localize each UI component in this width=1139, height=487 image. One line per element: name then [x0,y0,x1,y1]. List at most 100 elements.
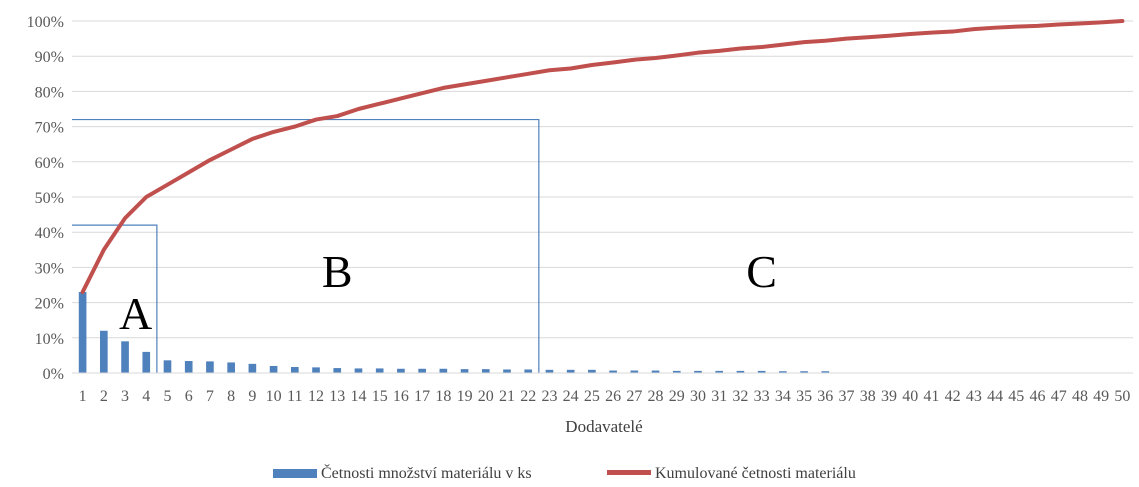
bar-24 [566,369,575,373]
x-tick-label: 14 [350,388,366,405]
x-tick-label: 13 [329,388,345,405]
cumulative-line [80,19,1125,295]
bar-9 [248,363,257,373]
x-tick-label: 27 [626,388,642,405]
x-tick-label: 29 [669,388,685,405]
x-tick-label: 26 [605,388,621,405]
x-tick-label: 22 [520,388,536,405]
y-tick-label: 30% [35,260,64,277]
x-tick-label: 39 [881,388,897,405]
x-tick-label: 34 [775,388,791,405]
bar-29 [672,370,681,373]
x-tick-label: 28 [648,388,664,405]
bar-7 [206,361,214,373]
bar-3 [121,341,129,373]
x-tick-label: 7 [206,388,214,405]
x-tick-label: 8 [227,388,235,405]
y-tick-label: 70% [35,120,64,137]
x-tick-label: 38 [860,388,876,405]
bar-21 [503,369,511,373]
y-tick-label: 90% [35,49,64,66]
bar-19 [460,369,469,373]
bar-5 [163,360,172,373]
region-label-a: A [119,288,152,339]
bar-17 [418,368,426,373]
bar-12 [312,367,320,373]
abc-boundaries [72,118,540,373]
y-tick-label: 10% [35,331,64,348]
legend-swatch-line [607,470,651,475]
y-tick-label: 0% [43,366,64,383]
x-tick-label: 49 [1093,388,1109,405]
bar-22 [524,369,533,373]
x-tick-label: 11 [287,388,302,405]
bar-27 [630,370,639,373]
boundary-1 [72,224,158,373]
bar-10 [269,365,278,373]
cumulative-line-series [80,19,1125,295]
bar-2 [100,330,108,373]
x-tick-label: 32 [732,388,748,405]
x-tick-label: 47 [1051,388,1067,405]
y-tick-label: 50% [35,190,64,207]
x-tick-label: 46 [1030,388,1046,405]
x-tick-label: 23 [541,388,557,405]
y-tick-label: 60% [35,155,64,172]
x-tick-label: 41 [923,388,939,405]
bar-1 [78,292,87,373]
bar-23 [545,369,554,373]
x-tick-label: 24 [563,388,579,405]
x-tick-label: 10 [266,388,282,405]
x-tick-label: 12 [308,388,324,405]
region-label-c: C [746,246,777,297]
legend: Četnosti množství materiálu v ks Kumulov… [273,463,856,482]
x-tick-label: 15 [372,388,388,405]
x-tick-label: 5 [163,388,171,405]
x-tick-label: 21 [499,388,515,405]
x-tick-label: 30 [690,388,706,405]
bar-6 [184,361,193,373]
bar-18 [439,368,448,373]
bar-11 [290,367,299,373]
x-tick-label: 45 [1008,388,1024,405]
bar-35 [800,371,808,373]
bar-36 [821,371,830,373]
x-tick-label: 16 [393,388,409,405]
x-tick-label: 18 [435,388,451,405]
x-tick-label: 6 [185,388,193,405]
x-tick-label: 1 [79,388,87,405]
legend-swatch-bars [273,469,317,478]
boundary-2 [72,118,540,373]
bar-20 [481,369,490,373]
bar-25 [588,369,596,373]
legend-label-bars: Četnosti množství materiálu v ks [321,463,532,482]
bar-16 [397,368,405,373]
bar-31 [715,370,724,373]
bar-series [78,292,830,373]
bar-26 [609,370,617,373]
x-axis-label: Dodavatelé [565,417,642,436]
bar-33 [757,370,766,373]
x-tick-label: 17 [414,388,430,405]
bar-28 [651,370,660,373]
bar-30 [694,370,702,373]
x-tick-label: 36 [817,388,833,405]
x-tick-label: 2 [100,388,108,405]
x-tick-label: 20 [478,388,494,405]
x-tick-label: 35 [796,388,812,405]
region-labels: A B C [119,246,777,339]
y-tick-label: 40% [35,225,64,242]
x-tick-label: 19 [457,388,473,405]
x-tick-label: 4 [142,388,150,405]
x-tick-label: 33 [754,388,770,405]
x-tick-label: 44 [987,388,1003,405]
x-tick-label: 31 [711,388,727,405]
y-tick-label: 100% [27,14,64,31]
legend-label-line: Kumulované četnosti materiálu [655,465,856,482]
x-tick-label: 25 [584,388,600,405]
region-label-b: B [322,246,353,297]
x-tick-label: 43 [966,388,982,405]
bar-8 [227,362,235,373]
